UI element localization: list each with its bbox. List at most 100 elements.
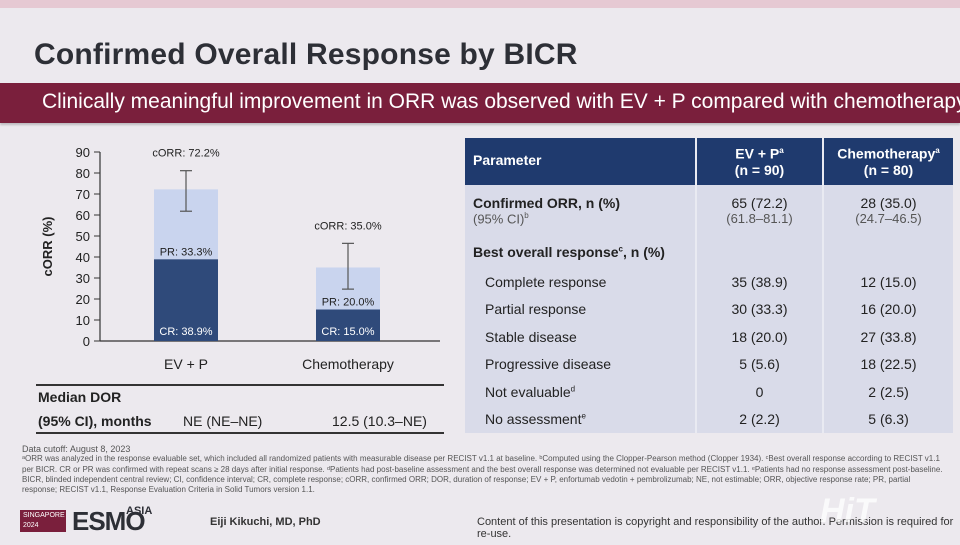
row-label-text: Partial response [485,301,587,318]
congress-logo: ESMO [72,506,146,536]
corr-chemo-ci: (24.7–46.5) [855,211,922,226]
bor-suffix: , n (%) [622,244,665,260]
top-accent-bar [0,0,960,8]
y-tick-label: 50 [76,229,90,244]
row-chemo: 12 (15.0) [822,268,953,296]
bor-ev-p-cell [695,236,823,268]
banner-text: Clinically meaningful improvement in ORR… [42,90,960,113]
row-label-sup: d [570,384,576,394]
x-category-label: Chemotherapy [302,356,394,372]
row-label: No assessmente [465,405,696,433]
y-tick-label: 30 [76,271,90,286]
row-label: Not evaluabled [465,378,696,406]
y-tick-label: 10 [76,313,90,328]
bor-label: Best overall response [473,244,619,260]
corr-total-label: cORR: 35.0% [314,220,381,232]
header-chemo: Chemotherapya (n = 80) [823,138,953,184]
row-chemo: 27 (33.8) [822,323,953,351]
y-tick-label: 0 [83,334,90,349]
pr-data-label: PR: 20.0% [322,297,375,309]
cr-bar-segment [154,259,218,341]
row-chemo: 5 (6.3) [822,405,953,433]
dor-bottom-rule [36,432,444,434]
row-ev-p: 0 [695,378,823,406]
response-table: Parameter EV + Pa (n = 90) Chemotherapya… [465,138,953,433]
corr-chemo-cell: 28 (35.0) (24.7–46.5) [822,183,953,236]
row-label-text: No assessment [485,411,582,428]
corr-total-label: cORR: 72.2% [152,148,219,160]
slide-title: Confirmed Overall Response by BICR [34,38,578,71]
row-ev-p: 5 (5.6) [695,350,823,378]
header-parameter: Parameter [465,138,697,184]
header-ev-p-n: (n = 90) [734,162,785,179]
corr-label: Confirmed ORR, n (%) [473,194,620,211]
row-label-text: Stable disease [485,328,577,345]
cr-data-label: CR: 15.0% [321,326,374,338]
y-tick-label: 40 [76,250,90,265]
footnote-line-1: ᵃORR was analyzed in the response evalua… [22,454,940,464]
y-tick-label: 70 [76,187,90,202]
median-dor-block: Median DOR (95% CI), months NE (NE–NE) 1… [36,384,444,434]
congress-logo-suffix: ASIA [126,505,153,517]
footnote-line-2: per BICR. CR or PR was confirmed with re… [22,464,943,474]
row-label: Stable disease [465,323,696,351]
corr-ev-p-ci: (61.8–81.1) [726,211,793,226]
row-chemo: 2 (2.5) [822,378,953,406]
data-cutoff: Data cutoff: August 8, 2023 [22,444,131,454]
dor-ev-p-value: NE (NE–NE) [183,413,263,429]
table-row: No assessmente 2 (2.2) 5 (6.3) [465,405,953,433]
dor-chemo-value: 12.5 (10.3–NE) [332,413,427,429]
header-ev-p-label: EV + P [735,145,780,162]
corr-ci-sup: b [524,210,529,220]
y-tick-label: 80 [76,166,90,181]
table-header-row: Parameter EV + Pa (n = 90) Chemotherapya… [465,138,953,184]
table-row: Not evaluabled 0 2 (2.5) [465,378,953,406]
row-label: Complete response [465,268,696,296]
table-row: Stable disease 18 (20.0) 27 (33.8) [465,323,953,351]
y-axis-label: cORR (%) [40,217,55,277]
corr-ev-p: 65 (72.2) [731,195,788,211]
row-ev-p: 30 (33.3) [695,295,823,323]
bor-sup: c [618,244,623,254]
table-row: Partial response 30 (33.3) 16 (20.0) [465,295,953,323]
header-ev-p: EV + Pa (n = 90) [696,138,824,184]
row-label-text: Not evaluable [485,383,571,400]
table-row: Progressive disease 5 (5.6) 18 (22.5) [465,350,953,378]
bor-chemo-cell [822,236,953,268]
y-tick-label: 20 [76,292,90,307]
dor-label-line1: Median DOR [38,389,122,405]
row-label-text: Progressive disease [485,356,612,373]
cr-bar-segment [316,309,380,341]
table-row-bor-header: Best overall responsec, n (%) [465,236,953,268]
corr-chemo: 28 (35.0) [860,195,917,211]
y-tick-label: 90 [76,145,90,160]
y-tick-label: 60 [76,208,90,223]
row-chemo: 18 (22.5) [822,350,953,378]
copyright-notice: Content of this presentation is copyrigh… [477,516,954,540]
footnote-line-4: response; RECIST v1.1, Response Evaluati… [22,485,315,495]
corr-label-cell: Confirmed ORR, n (%) (95% CI)b [465,183,696,236]
footnotes: Data cutoff: August 8, 2023 ᵃORR was ana… [22,444,960,495]
row-label-text: Complete response [485,273,607,290]
dor-label-line2: (95% CI), months [38,413,152,429]
row-label: Progressive disease [465,350,696,378]
bor-label-cell: Best overall responsec, n (%) [465,236,696,268]
dor-top-rule [36,384,444,386]
pr-data-label: PR: 33.3% [160,246,213,258]
cr-data-label: CR: 38.9% [159,326,212,338]
presenter-name: Eiji Kikuchi, MD, PhD [210,516,321,528]
row-ev-p: 18 (20.0) [695,323,823,351]
row-label-sup: e [581,411,586,421]
corr-ci-label: (95% CI) [473,211,525,227]
table-row-corr: Confirmed ORR, n (%) (95% CI)b 65 (72.2)… [465,183,953,236]
news-watermark: HiT [820,492,875,530]
row-ev-p: 35 (38.9) [695,268,823,296]
table-row: Complete response 35 (38.9) 12 (15.0) [465,268,953,296]
row-label: Partial response [465,295,696,323]
row-chemo: 16 (20.0) [822,295,953,323]
congress-location-badge: SINGAPORE 2024 [20,510,66,532]
footnote-line-3: BICR, blinded independent central review… [22,474,911,484]
x-category-label: EV + P [164,356,208,372]
header-chemo-sup: a [935,145,940,155]
header-ev-p-sup: a [779,145,784,155]
